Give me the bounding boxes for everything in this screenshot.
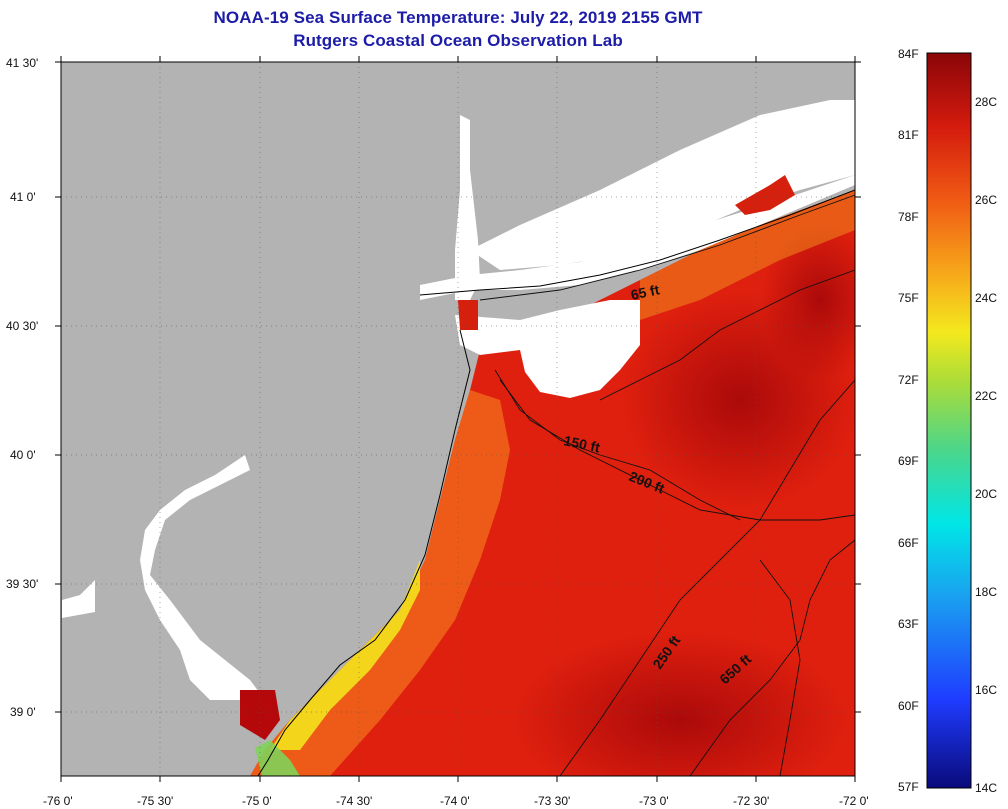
colorbar-c-label: 14C bbox=[975, 781, 997, 795]
colorbar-f-label: 81F bbox=[898, 128, 919, 142]
cloud-mask-hudson bbox=[455, 115, 480, 300]
lon-label: -76 0' bbox=[43, 794, 73, 808]
colorbar-f-label: 57F bbox=[898, 780, 919, 794]
lat-label: 40 30' bbox=[6, 319, 38, 333]
delaware-bay-hot-spot bbox=[240, 690, 280, 740]
lat-label: 41 30' bbox=[6, 56, 38, 70]
colorbar-c-label: 22C bbox=[975, 389, 997, 403]
lon-label: -74 0' bbox=[440, 794, 470, 808]
contour-200ft bbox=[499, 379, 855, 521]
lon-label: -72 0' bbox=[839, 794, 869, 808]
colorbar-f-label: 66F bbox=[898, 536, 919, 550]
nearshore-green-patch bbox=[255, 740, 300, 776]
sound-hot-patch bbox=[735, 175, 795, 215]
cloud-mask-nyharbor bbox=[455, 300, 640, 398]
colorbar-c-label: 24C bbox=[975, 291, 997, 305]
contour-label-150ft: 150 ft bbox=[562, 432, 601, 455]
map-subtitle: Rutgers Coastal Ocean Observation Lab bbox=[293, 31, 623, 50]
contour-650ft bbox=[689, 539, 855, 776]
warm-core-south bbox=[510, 630, 850, 776]
colorbar bbox=[926, 52, 972, 789]
colorbar-c-label: 16C bbox=[975, 683, 997, 697]
colorbar-c-label: 20C bbox=[975, 487, 997, 501]
contour-label-65ft: 65 ft bbox=[629, 281, 661, 303]
map-plot-area: 65 ft 150 ft 200 ft 250 ft 650 ft bbox=[61, 62, 855, 776]
coastal-cool-band bbox=[250, 390, 510, 776]
harbor-hot-patch bbox=[458, 300, 478, 330]
cloud-mask-long-island bbox=[420, 175, 855, 300]
colorbar-c-label: 26C bbox=[975, 193, 997, 207]
map-title: NOAA-19 Sea Surface Temperature: July 22… bbox=[213, 8, 703, 27]
colorbar-celsius-ticks: 28C 26C 24C 22C 20C 18C 16C 14C bbox=[975, 95, 997, 795]
cloud-mask-sound bbox=[470, 100, 855, 270]
lon-label: -73 0' bbox=[639, 794, 669, 808]
shelf-orange-band bbox=[640, 190, 855, 320]
colorbar-f-label: 84F bbox=[898, 47, 919, 61]
lon-label: -74 30' bbox=[336, 794, 372, 808]
colorbar-f-label: 69F bbox=[898, 454, 919, 468]
lat-label: 41 0' bbox=[10, 190, 36, 204]
colorbar-fahrenheit-ticks: 84F 81F 78F 75F 72F 69F 66F 63F 60F 57F bbox=[898, 47, 919, 794]
lon-label: -75 0' bbox=[242, 794, 272, 808]
colorbar-f-label: 75F bbox=[898, 291, 919, 305]
colorbar-f-label: 60F bbox=[898, 699, 919, 713]
contour-outer bbox=[759, 559, 801, 776]
graticule bbox=[61, 62, 855, 776]
contour-65ft bbox=[479, 194, 855, 301]
lon-label: -72 30' bbox=[733, 794, 769, 808]
coastline bbox=[257, 329, 471, 776]
axis-ticks bbox=[55, 56, 861, 782]
colorbar-f-label: 72F bbox=[898, 373, 919, 387]
bathymetry-contours bbox=[479, 194, 855, 776]
cloud-mask-west-inlet bbox=[62, 580, 95, 618]
colorbar-f-label: 63F bbox=[898, 617, 919, 631]
colorbar-c-label: 28C bbox=[975, 95, 997, 109]
lat-label: 39 0' bbox=[10, 705, 36, 719]
lon-label: -73 30' bbox=[534, 794, 570, 808]
colorbar-c-label: 18C bbox=[975, 585, 997, 599]
contour-midshelf bbox=[599, 269, 855, 401]
lat-label: 40 0' bbox=[10, 448, 36, 462]
long-island-coast bbox=[419, 189, 855, 296]
contour-150ft bbox=[494, 369, 741, 521]
lon-label: -75 30' bbox=[137, 794, 173, 808]
contour-250ft bbox=[559, 379, 855, 776]
warm-core-northeast bbox=[760, 220, 855, 380]
colorbar-f-label: 78F bbox=[898, 210, 919, 224]
lat-label: 39 30' bbox=[6, 577, 38, 591]
